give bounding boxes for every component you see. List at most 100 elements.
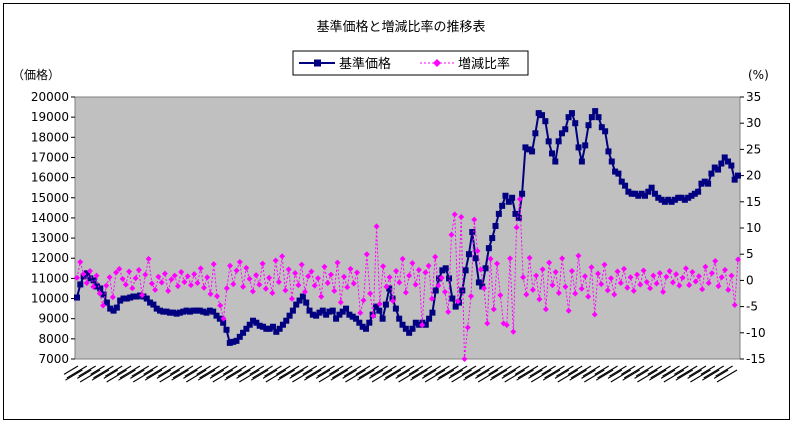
- x-tick-label: [224, 369, 242, 381]
- rate-point: [171, 272, 178, 279]
- x-tick-label: [342, 369, 357, 379]
- price-point: [190, 307, 197, 314]
- price-point: [223, 326, 230, 333]
- price-point: [502, 192, 509, 199]
- right-tick-label: 0: [746, 273, 754, 287]
- x-tick-label: [688, 365, 707, 377]
- x-tick-label: [90, 365, 105, 375]
- price-point: [532, 130, 539, 137]
- x-tick-label: [222, 365, 238, 375]
- rate-point: [77, 259, 84, 266]
- rate-point: [96, 290, 103, 297]
- x-tick-label: [595, 369, 614, 381]
- x-tick-label: [435, 365, 450, 375]
- legend-marker-rate: [433, 59, 441, 67]
- price-point: [718, 160, 725, 167]
- rate-point: [184, 273, 191, 280]
- x-tick-label: [662, 365, 680, 377]
- x-tick-label: [78, 365, 96, 377]
- rate-point: [679, 274, 686, 281]
- rate-point: [318, 293, 325, 300]
- price-point: [529, 148, 536, 155]
- rate-point: [464, 324, 471, 331]
- rate-point: [155, 273, 162, 280]
- rate-point: [555, 289, 562, 296]
- rate-point: [507, 255, 514, 262]
- price-point: [196, 307, 203, 314]
- price-point: [416, 321, 423, 328]
- x-tick-label: [690, 369, 711, 383]
- x-tick-label: [702, 369, 720, 381]
- x-tick-label: [438, 365, 459, 379]
- rate-point: [490, 306, 497, 313]
- legend-label-price: 基準価格: [339, 56, 391, 72]
- price-point: [213, 312, 220, 319]
- price-point: [539, 112, 546, 119]
- price-point: [432, 287, 439, 294]
- x-tick-label: [252, 365, 273, 379]
- rate-point: [74, 274, 80, 281]
- price-point: [505, 198, 512, 205]
- x-tick-label: [156, 369, 172, 379]
- x-tick-label: [634, 369, 649, 379]
- price-point: [715, 166, 722, 173]
- left-axis: 7000 8000 9000 10000 11000 12000 13000 14000 150…: [31, 90, 75, 366]
- price-point: [472, 255, 479, 262]
- x-tick-label: [265, 369, 287, 383]
- x-tick-label: [144, 369, 163, 381]
- x-tick-label: [463, 369, 481, 381]
- rate-point: [568, 267, 575, 274]
- x-tick-label: [567, 365, 583, 375]
- rate-point: [191, 271, 198, 278]
- price-point: [572, 120, 579, 127]
- x-tick-label: [464, 365, 486, 379]
- price-point: [628, 190, 635, 197]
- rate-point: [344, 284, 351, 291]
- price-point: [103, 299, 110, 306]
- right-axis-label: (%): [748, 68, 769, 82]
- price-point: [273, 328, 280, 335]
- rate-point: [223, 285, 230, 292]
- rate-point: [695, 273, 702, 280]
- x-tick-label: [582, 365, 601, 377]
- x-tick-label: [76, 369, 92, 379]
- price-point: [276, 325, 283, 332]
- rate-point: [236, 259, 243, 266]
- right-tick-label: 30: [746, 116, 761, 130]
- price-point: [376, 307, 383, 314]
- price-point: [243, 325, 250, 332]
- price-point: [233, 337, 240, 344]
- x-tick-label: [236, 369, 251, 379]
- x-tick-label: [476, 365, 495, 377]
- price-point: [661, 198, 668, 205]
- x-tick-label: [262, 369, 278, 379]
- price-point: [645, 188, 652, 195]
- x-tick-label: [104, 365, 123, 377]
- legend-label-rate: 増減比率: [458, 56, 510, 72]
- price-point: [701, 178, 708, 185]
- x-tick-label: [146, 365, 167, 379]
- price-point: [323, 311, 330, 318]
- rate-point: [643, 278, 650, 285]
- price-point: [625, 188, 632, 195]
- x-tick-label: [118, 369, 136, 381]
- x-tick-label: [514, 365, 530, 375]
- price-point: [240, 329, 247, 336]
- x-tick-label: [239, 369, 260, 383]
- price-point: [313, 312, 320, 319]
- price-point: [269, 323, 276, 330]
- rate-point: [217, 302, 224, 309]
- rate-point: [240, 283, 247, 290]
- price-point: [316, 309, 323, 316]
- rate-point: [383, 283, 390, 290]
- price-point: [336, 311, 343, 318]
- x-tick-label: [66, 365, 88, 379]
- rate-point: [481, 285, 488, 292]
- rate-point: [585, 293, 592, 300]
- price-point: [622, 182, 629, 189]
- left-tick-label: 17000: [31, 150, 69, 164]
- left-tick-label: 19000: [31, 110, 69, 124]
- x-tick-label: [290, 365, 309, 377]
- rate-point: [627, 274, 634, 281]
- price-point: [519, 190, 526, 197]
